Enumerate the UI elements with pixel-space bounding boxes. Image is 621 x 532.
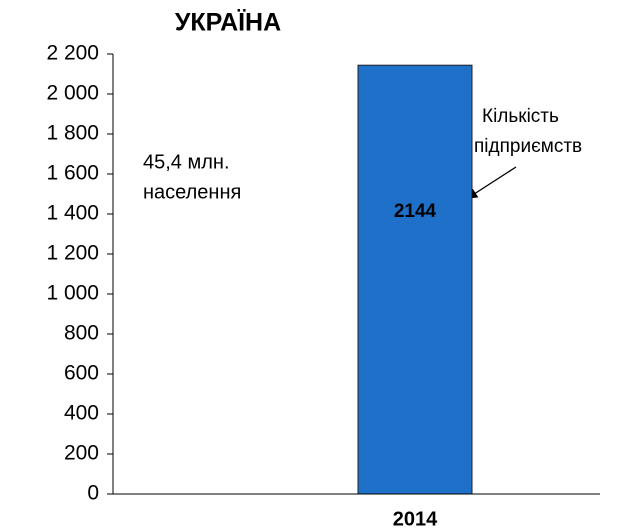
y-tick-label: 1 400 <box>46 202 99 225</box>
y-tick-label: 1 600 <box>46 162 99 185</box>
x-tick-label: 2014 <box>393 508 438 530</box>
annotation: населення <box>143 181 241 203</box>
y-tick-label: 2 200 <box>46 42 99 65</box>
annotation: підприємств <box>474 136 582 157</box>
data-label: 2144 <box>394 201 437 222</box>
y-tick-label: 1 200 <box>46 242 99 265</box>
y-tick-label: 800 <box>64 322 99 345</box>
y-tick-label: 1 000 <box>46 282 99 305</box>
bar <box>357 64 473 495</box>
y-tick-label: 400 <box>64 402 99 425</box>
y-tick-label: 2 000 <box>46 82 99 105</box>
y-tick-label: 1 800 <box>46 122 99 145</box>
y-tick-label: 200 <box>64 442 99 465</box>
annotation-arrow <box>466 166 517 199</box>
chart-title: УКРАЇНА <box>175 9 281 37</box>
annotation: 45,4 млн. <box>143 151 230 173</box>
annotation: Кількість <box>482 106 559 127</box>
y-tick-label: 0 <box>87 482 99 505</box>
y-tick-label: 600 <box>64 362 99 385</box>
